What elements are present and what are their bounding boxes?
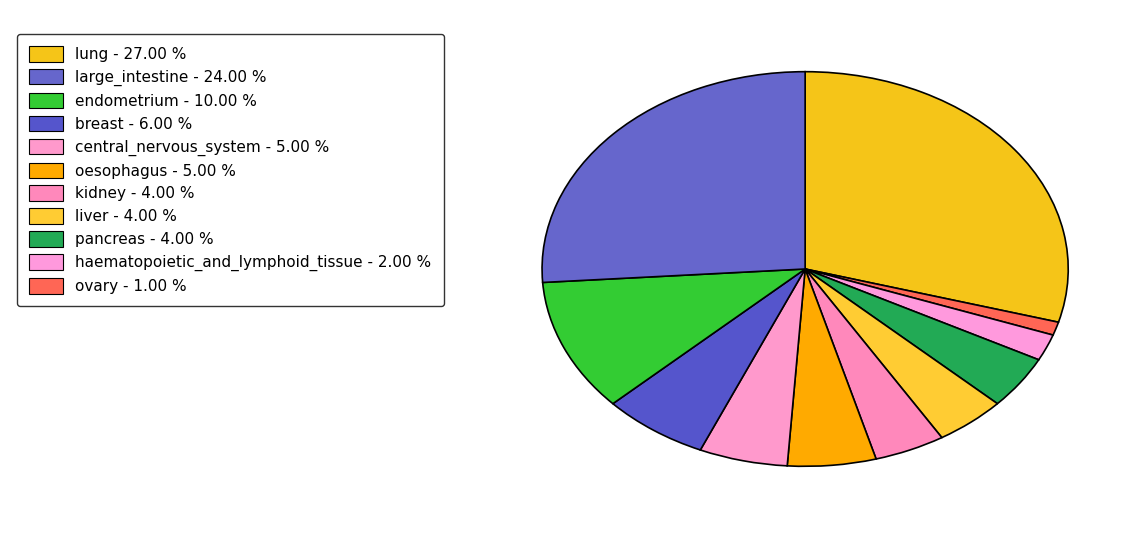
- Wedge shape: [805, 269, 1039, 404]
- Wedge shape: [805, 269, 1058, 335]
- Wedge shape: [543, 269, 805, 404]
- Wedge shape: [805, 269, 1053, 360]
- Wedge shape: [612, 269, 805, 450]
- Wedge shape: [701, 269, 805, 466]
- Wedge shape: [805, 269, 998, 437]
- Wedge shape: [787, 269, 877, 466]
- Wedge shape: [805, 72, 1068, 322]
- Legend: lung - 27.00 %, large_intestine - 24.00 %, endometrium - 10.00 %, breast - 6.00 : lung - 27.00 %, large_intestine - 24.00 …: [17, 34, 443, 306]
- Wedge shape: [805, 269, 942, 459]
- Wedge shape: [542, 72, 805, 282]
